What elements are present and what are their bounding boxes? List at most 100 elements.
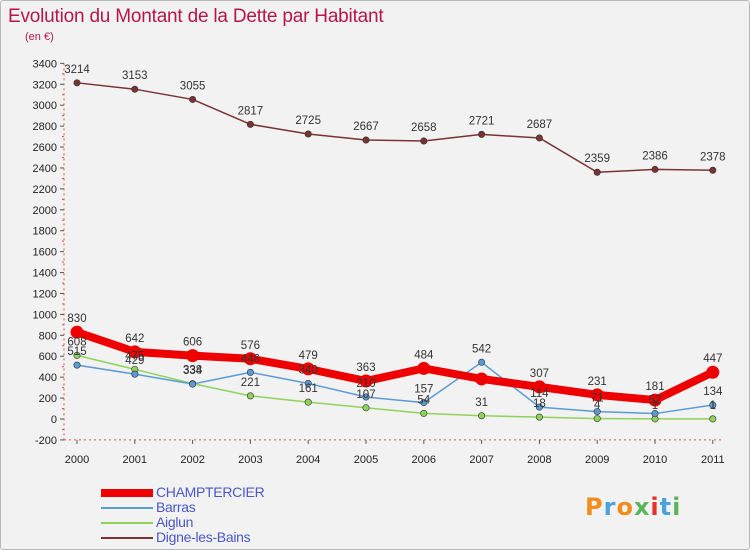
- data-label: 71: [591, 393, 604, 405]
- data-point: [593, 415, 601, 423]
- data-label: 157: [414, 384, 433, 396]
- data-label: 447: [703, 353, 722, 365]
- y-tick-label: 2200: [33, 184, 57, 196]
- data-point: [478, 358, 486, 366]
- data-point: [189, 380, 197, 388]
- chart-title: Evolution du Montant de la Dette par Hab…: [8, 6, 384, 27]
- data-label: 484: [414, 349, 434, 361]
- series-line-barras: [76, 361, 714, 415]
- x-tick-label: 2002: [180, 454, 204, 466]
- data-point: [73, 79, 81, 87]
- data-point: [593, 168, 601, 176]
- data-point: [420, 399, 428, 407]
- data-label: 181: [645, 381, 664, 393]
- data-point: [128, 345, 142, 359]
- logo-letter: i: [672, 493, 682, 521]
- legend-item: CHAMPTERCIER: [101, 484, 265, 500]
- y-tick-label: -200: [35, 435, 57, 447]
- data-label: 3153: [122, 70, 148, 82]
- data-label: 606: [183, 337, 202, 349]
- data-label: 446: [241, 353, 260, 365]
- data-point: [304, 379, 312, 387]
- legend-item: Barras: [101, 500, 264, 515]
- logo-letter: x: [633, 493, 651, 521]
- data-point: [70, 325, 84, 339]
- legend-label: Barras: [156, 499, 196, 515]
- data-point: [73, 351, 81, 359]
- data-point: [417, 361, 431, 375]
- data-point: [478, 130, 486, 138]
- data-label: 18: [533, 398, 546, 410]
- x-tick-label: 2005: [354, 454, 378, 466]
- x-tick-label: 2004: [296, 454, 320, 466]
- data-label: 3214: [64, 64, 90, 76]
- data-point: [590, 388, 604, 402]
- y-tick-label: 1000: [33, 309, 57, 321]
- x-tick-label: 2009: [585, 454, 609, 466]
- legend-label: CHAMPTERCIER: [156, 484, 265, 500]
- data-point: [706, 365, 720, 379]
- data-label: 2378: [700, 151, 726, 163]
- logo-letter: t: [659, 493, 673, 521]
- data-label: 221: [241, 377, 260, 389]
- logo-letter: i: [650, 493, 660, 521]
- data-label: 161: [299, 383, 318, 395]
- data-point: [362, 136, 370, 144]
- data-point: [304, 398, 312, 406]
- x-tick-label: 2001: [123, 454, 147, 466]
- data-point: [189, 95, 197, 103]
- data-point: [709, 166, 717, 174]
- data-point: [186, 349, 200, 363]
- chart-subtitle: (en €): [25, 31, 54, 43]
- data-label: 363: [356, 362, 375, 374]
- y-tick-label: 3400: [33, 58, 57, 70]
- data-point: [246, 120, 254, 128]
- legend-label: Aiglun: [156, 514, 194, 530]
- data-label: 114: [530, 388, 549, 400]
- data-label: 2658: [411, 122, 437, 134]
- legend-item: Aiglun: [101, 515, 264, 530]
- legend-swatch: [101, 521, 153, 524]
- y-tick-label: 2800: [33, 121, 57, 133]
- data-label: 52: [649, 395, 662, 407]
- legend-swatch: [101, 488, 153, 497]
- data-point: [73, 361, 81, 369]
- legend-swatch: [101, 536, 153, 539]
- x-tick-label: 2006: [412, 454, 436, 466]
- proxiti-logo: Proxiti: [585, 493, 681, 521]
- data-point: [301, 362, 315, 376]
- logo-letter: r: [603, 493, 617, 521]
- data-label: 642: [125, 333, 144, 345]
- y-tick-label: 2000: [33, 205, 57, 217]
- data-label: 542: [472, 343, 491, 355]
- series-line-digne-les-bains: [76, 82, 714, 173]
- data-label: 2817: [238, 105, 264, 117]
- data-point: [535, 403, 543, 411]
- data-point: [709, 415, 717, 423]
- series-line-aiglun: [76, 354, 714, 420]
- data-label: 231: [588, 376, 607, 388]
- x-tick-label: 2007: [469, 454, 493, 466]
- legend: CHAMPTERCIER Barras Aiglun Digne-les-Bains: [101, 484, 265, 545]
- y-tick-label: 1600: [33, 247, 57, 259]
- y-tick-label: 800: [39, 330, 57, 342]
- logo-letter: P: [585, 493, 604, 521]
- data-label: 2687: [527, 119, 553, 131]
- data-point: [131, 370, 139, 378]
- data-point: [535, 413, 543, 421]
- y-tick-label: 1200: [33, 288, 57, 300]
- data-label: 2359: [584, 153, 610, 165]
- data-label: 515: [67, 346, 86, 358]
- data-point: [593, 408, 601, 416]
- data-label: 338: [183, 365, 202, 377]
- data-label: 2721: [469, 115, 495, 127]
- data-label: 307: [530, 368, 549, 380]
- data-label: 576: [241, 340, 260, 352]
- data-point: [131, 85, 139, 93]
- y-tick-label: 1800: [33, 226, 57, 238]
- data-point: [359, 374, 373, 388]
- data-label: 334: [183, 365, 203, 377]
- legend-label: Digne-les-Bains: [156, 529, 251, 545]
- data-point: [246, 392, 254, 400]
